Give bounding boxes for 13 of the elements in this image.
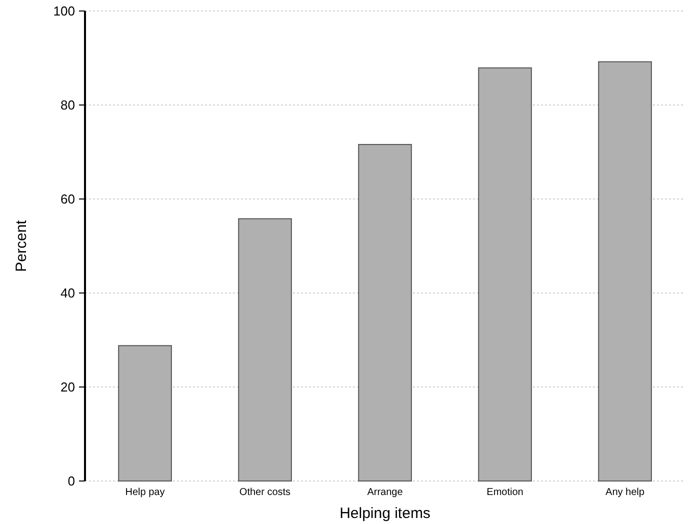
x-tick-label: Emotion [486, 487, 524, 498]
y-axis-title: Percent [13, 219, 30, 272]
y-tick-label: 0 [68, 474, 75, 489]
x-tick-label: Arrange [367, 487, 404, 498]
x-axis-title: Helping items [340, 505, 430, 522]
y-tick-label: 60 [60, 192, 75, 207]
y-tick-label: 40 [60, 286, 75, 301]
x-tick-label: Any help [606, 487, 645, 498]
x-tick-label: Other costs [239, 487, 291, 498]
y-tick-label: 100 [53, 4, 75, 19]
y-tick-label: 20 [60, 380, 75, 395]
x-tick-label: Help pay [125, 487, 165, 498]
y-tick-label: 80 [60, 98, 75, 113]
